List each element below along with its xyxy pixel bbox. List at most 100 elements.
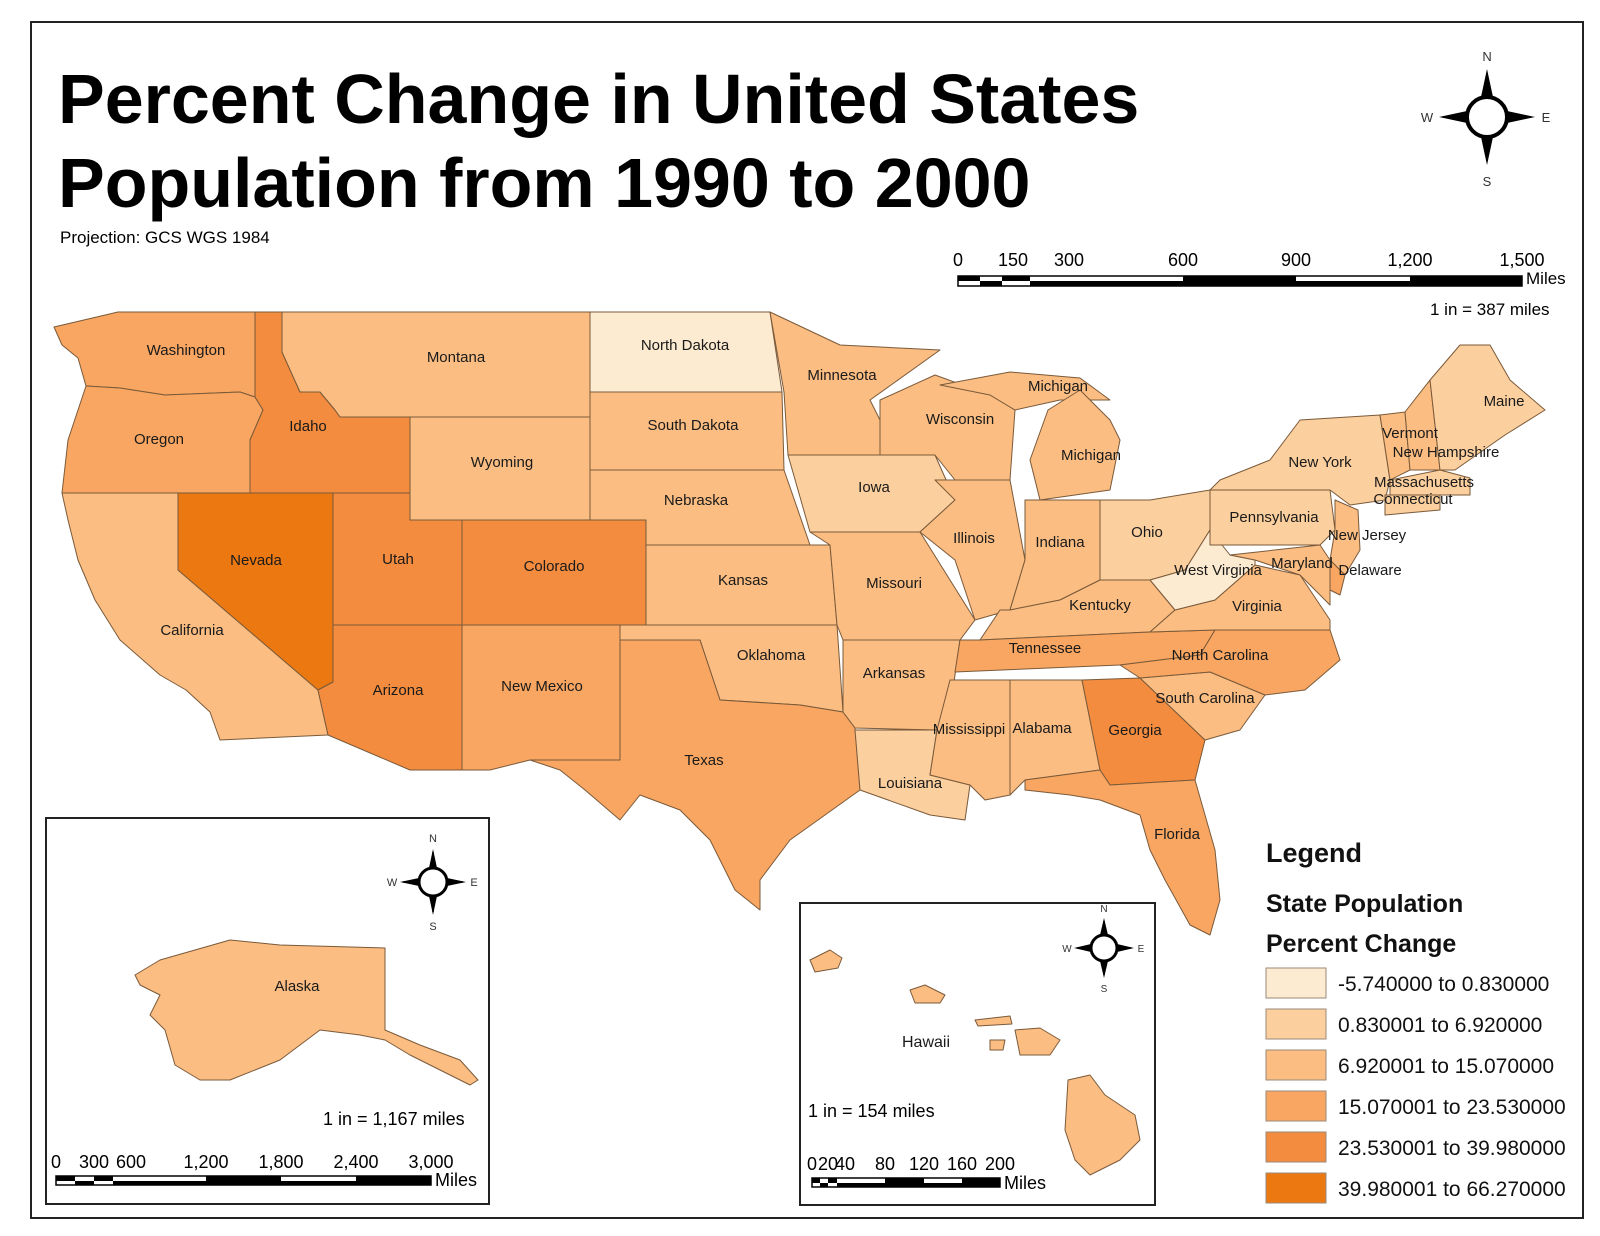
label-idaho: Idaho xyxy=(289,418,327,435)
label-georgia: Georgia xyxy=(1108,722,1162,739)
label-oregon: Oregon xyxy=(134,431,184,448)
alaska-scale-tick: 300 xyxy=(79,1152,109,1172)
label-massachusetts: Massachusetts xyxy=(1374,474,1474,491)
label-alabama: Alabama xyxy=(1012,720,1072,737)
compass-w: W xyxy=(1062,944,1072,955)
label-arkansas: Arkansas xyxy=(863,665,926,682)
compass-n: N xyxy=(429,833,437,845)
conus-states xyxy=(53,311,1546,936)
alaska-scale-tick: 1,200 xyxy=(183,1152,228,1172)
hawaii-inset: Hawaii N S E W 1 in = 154 miles 0 20 40 … xyxy=(799,902,1156,1206)
legend-swatch xyxy=(1265,967,1327,999)
label-maine: Maine xyxy=(1484,393,1525,410)
label-wisconsin: Wisconsin xyxy=(926,411,994,428)
north-arrow-alaska: N S E W xyxy=(387,833,478,933)
label-westvirginia: West Virginia xyxy=(1174,562,1262,579)
compass-e: E xyxy=(1542,110,1551,125)
legend-swatch xyxy=(1265,1049,1327,1081)
alaska-scale-ratio: 1 in = 1,167 miles xyxy=(323,1109,465,1129)
label-newhampshire: New Hampshire xyxy=(1393,444,1500,461)
alaska-scale-tick: 600 xyxy=(116,1152,146,1172)
label-wyoming: Wyoming xyxy=(471,454,533,471)
label-newmexico: New Mexico xyxy=(501,678,583,695)
legend-label: 23.530001 to 39.980000 xyxy=(1338,1137,1566,1160)
label-delaware: Delaware xyxy=(1338,562,1401,579)
projection-text: Projection: GCS WGS 1984 xyxy=(60,228,270,247)
scale-unit: Miles xyxy=(1526,269,1566,288)
label-vermont: Vermont xyxy=(1382,425,1439,442)
label-hawaii: Hawaii xyxy=(902,1034,950,1051)
label-michigan-lower: Michigan xyxy=(1061,447,1121,464)
label-pennsylvania: Pennsylvania xyxy=(1229,509,1319,526)
label-kentucky: Kentucky xyxy=(1069,597,1131,614)
alaska-scale-tick: 3,000 xyxy=(408,1152,453,1172)
state-newyork[interactable] xyxy=(1209,414,1391,506)
label-nevada: Nevada xyxy=(230,552,282,569)
state-texas[interactable] xyxy=(529,639,861,911)
scale-tick: 300 xyxy=(1054,250,1084,270)
hawaii-scale-tick: 160 xyxy=(947,1154,977,1174)
legend-label: -5.740000 to 0.830000 xyxy=(1338,973,1549,996)
scale-tick: 150 xyxy=(998,250,1028,270)
compass-e: E xyxy=(470,877,477,889)
label-mississippi: Mississippi xyxy=(933,721,1006,738)
legend-label: 15.070001 to 23.530000 xyxy=(1338,1096,1566,1119)
state-newmexico[interactable] xyxy=(461,624,621,771)
label-alaska: Alaska xyxy=(274,978,320,995)
alaska-scale-unit: Miles xyxy=(435,1170,477,1190)
label-louisiana: Louisiana xyxy=(878,775,943,792)
label-california: California xyxy=(160,622,224,639)
label-texas: Texas xyxy=(684,752,723,769)
hawaii-scale-tick: 20 xyxy=(818,1154,838,1174)
state-labels: Washington Oregon California Idaho Nevad… xyxy=(134,337,1524,843)
label-newyork: New York xyxy=(1288,454,1352,471)
compass-n: N xyxy=(1482,49,1491,64)
legend-title: Legend xyxy=(1266,838,1362,868)
state-florida[interactable] xyxy=(1024,769,1221,936)
alaska-scale-tick: 2,400 xyxy=(333,1152,378,1172)
legend-label: 6.920001 to 15.070000 xyxy=(1338,1055,1554,1078)
compass-e: E xyxy=(1138,944,1145,955)
state-hawaii[interactable] xyxy=(809,949,1141,1176)
label-ohio: Ohio xyxy=(1131,524,1163,541)
compass-s: S xyxy=(1483,174,1492,189)
scale-bar-main: 0 150 300 600 900 1,200 1,500 Miles 1 in… xyxy=(953,250,1566,319)
label-illinois: Illinois xyxy=(953,530,995,547)
scale-ratio: 1 in = 387 miles xyxy=(1430,300,1550,319)
scale-tick: 1,500 xyxy=(1499,250,1544,270)
hawaii-scale-tick: 120 xyxy=(909,1154,939,1174)
alaska-scale-tick: 0 xyxy=(51,1152,61,1172)
label-nebraska: Nebraska xyxy=(664,492,729,509)
state-illinois[interactable] xyxy=(919,479,1026,621)
label-montana: Montana xyxy=(427,349,486,366)
alaska-scale-tick: 1,800 xyxy=(258,1152,303,1172)
label-washington: Washington xyxy=(147,342,226,359)
state-delaware[interactable] xyxy=(1329,559,1346,596)
title-line-2: Population from 1990 to 2000 xyxy=(58,144,1030,222)
compass-n: N xyxy=(1100,904,1107,915)
label-northcarolina: North Carolina xyxy=(1172,647,1269,664)
legend-swatch xyxy=(1265,1090,1327,1122)
state-connecticut[interactable] xyxy=(1384,494,1441,516)
label-iowa: Iowa xyxy=(858,479,890,496)
state-michigan-lower[interactable] xyxy=(1029,389,1121,501)
state-massachusetts[interactable] xyxy=(1389,469,1471,496)
legend-subtitle-1: State Population xyxy=(1266,890,1463,918)
state-alaska[interactable] xyxy=(134,939,479,1086)
scale-tick: 1,200 xyxy=(1387,250,1432,270)
label-florida: Florida xyxy=(1154,826,1201,843)
north-arrow-hawaii: N S E W xyxy=(1062,904,1144,995)
legend: Legend State Population Percent Change -… xyxy=(1265,838,1566,1204)
label-oklahoma: Oklahoma xyxy=(737,647,806,664)
label-minnesota: Minnesota xyxy=(807,367,877,384)
state-maine[interactable] xyxy=(1429,344,1546,471)
legend-swatch xyxy=(1265,1008,1327,1040)
label-utah: Utah xyxy=(382,551,414,568)
state-maryland[interactable] xyxy=(1229,544,1331,606)
label-southcarolina: South Carolina xyxy=(1155,690,1255,707)
scale-tick: 900 xyxy=(1281,250,1311,270)
compass-s: S xyxy=(1101,984,1108,995)
hawaii-scale-tick: 80 xyxy=(875,1154,895,1174)
state-northcarolina[interactable] xyxy=(1119,629,1341,696)
